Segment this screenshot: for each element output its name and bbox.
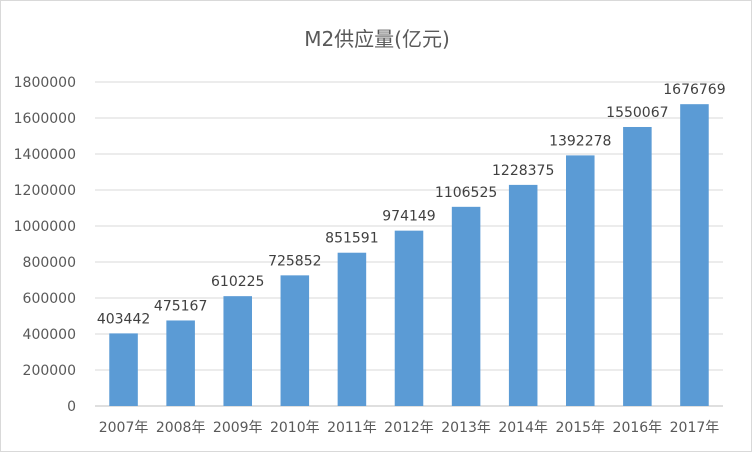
y-tick-label: 1200000 [14, 183, 76, 199]
y-tick-label: 1800000 [14, 75, 76, 91]
y-tick-label: 1000000 [14, 219, 76, 235]
data-label: 1676769 [663, 82, 725, 98]
data-label: 1228375 [492, 163, 554, 179]
y-tick-label: 0 [67, 399, 76, 415]
y-tick-label: 600000 [23, 291, 76, 307]
x-tick-label: 2012年 [384, 420, 434, 436]
x-tick-label: 2016年 [613, 420, 663, 436]
chart-title: M2供应量(亿元) [304, 27, 450, 51]
x-tick-label: 2015年 [555, 420, 605, 436]
x-axis: 2007年 2008年 2009年 2010年 2011年 2012年 2013年 2014年… [99, 420, 720, 436]
y-tick-label: 1400000 [14, 147, 76, 163]
bar [623, 126, 652, 406]
data-label: 1392278 [549, 133, 611, 149]
x-tick-label: 2011年 [327, 420, 377, 436]
x-tick-label: 2009年 [213, 420, 263, 436]
data-label: 851591 [325, 231, 378, 247]
x-tick-label: 2010年 [270, 420, 320, 436]
bar [394, 230, 424, 406]
data-labels: 4034424751676102257258528515919741491106… [97, 82, 726, 327]
data-label: 1106525 [435, 185, 497, 201]
y-tick-label: 200000 [23, 363, 76, 379]
y-tick-label: 1600000 [14, 111, 76, 127]
data-label: 610225 [211, 274, 264, 290]
bars [109, 104, 709, 406]
bar [337, 252, 367, 406]
x-tick-label: 2007年 [99, 420, 149, 436]
data-label: 475167 [154, 298, 207, 314]
data-label: 974149 [382, 209, 435, 225]
bar [223, 296, 252, 406]
x-tick-label: 2013年 [441, 420, 491, 436]
bar [566, 155, 595, 406]
x-tick-label: 2008年 [156, 420, 206, 436]
x-tick-label: 2017年 [670, 420, 720, 436]
bar [451, 206, 481, 406]
data-label: 1550067 [606, 105, 668, 121]
y-tick-label: 800000 [23, 255, 76, 271]
bar [166, 320, 195, 406]
bar [280, 275, 310, 406]
x-tick-label: 2014年 [498, 420, 548, 436]
bar [109, 333, 138, 406]
bar [680, 104, 709, 406]
data-label: 403442 [97, 311, 150, 327]
y-tick-label: 400000 [23, 327, 76, 343]
data-label: 725852 [268, 253, 321, 269]
y-axis: 0 200000 400000 600000 800000 1000000 1200000 1… [14, 75, 76, 415]
bar [508, 184, 538, 406]
